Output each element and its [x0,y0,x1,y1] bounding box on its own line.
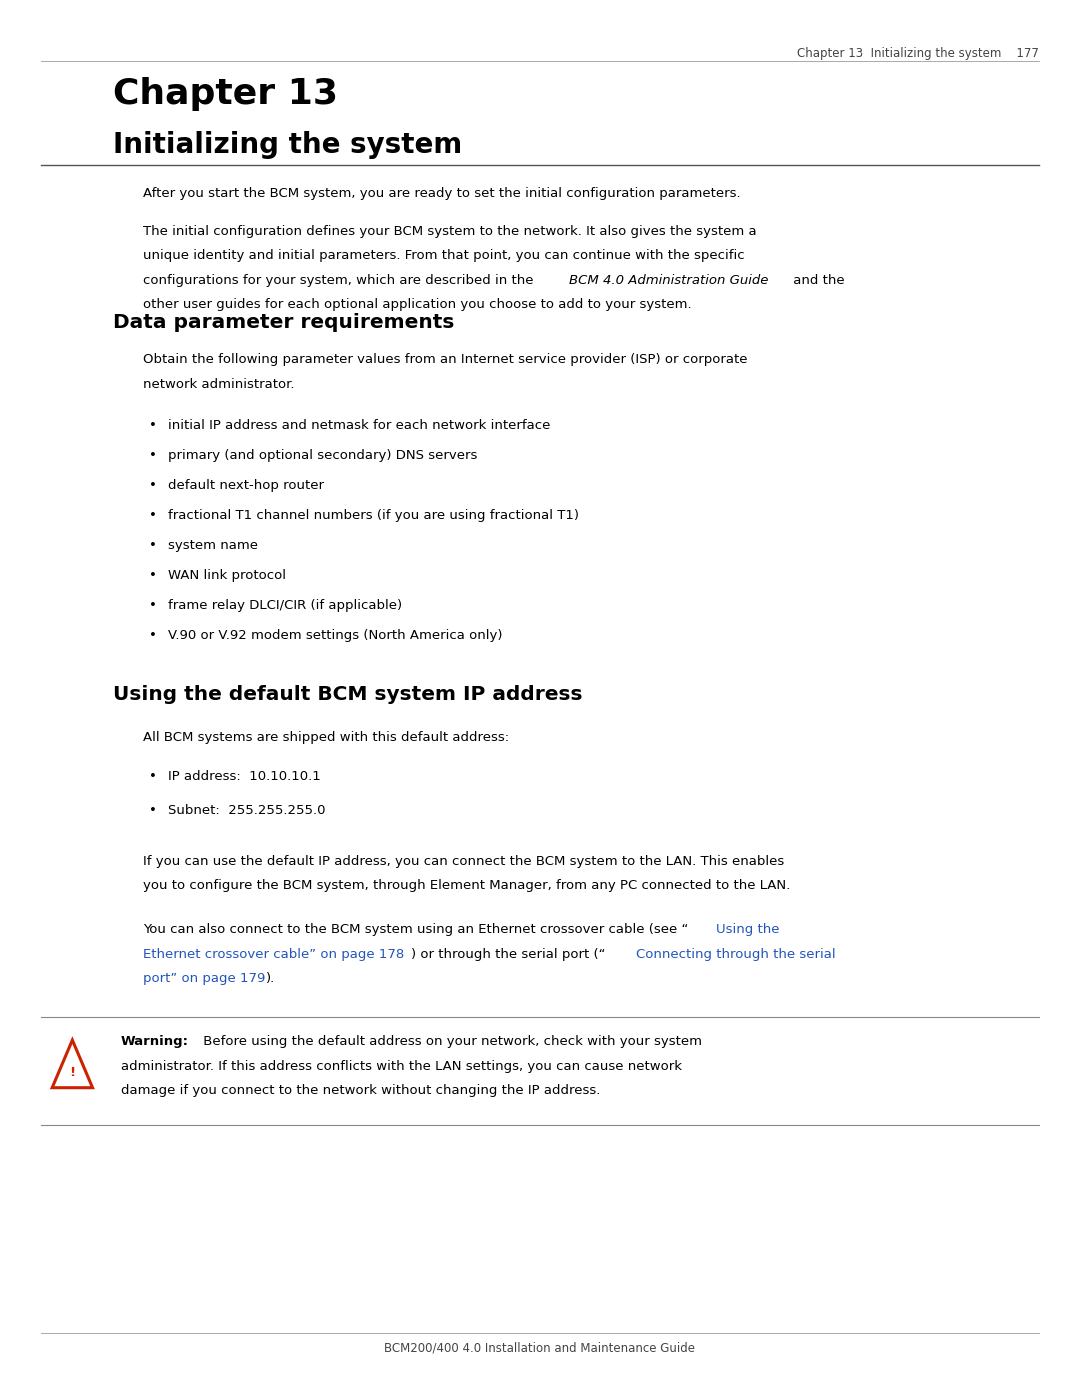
Text: After you start the BCM system, you are ready to set the initial configuration p: After you start the BCM system, you are … [143,187,740,200]
Text: V.90 or V.92 modem settings (North America only): V.90 or V.92 modem settings (North Ameri… [168,629,503,643]
Text: ).: ). [266,972,275,985]
Text: •: • [149,770,157,782]
Text: default next-hop router: default next-hop router [168,479,324,492]
Text: WAN link protocol: WAN link protocol [168,569,286,583]
Text: •: • [149,803,157,817]
Text: •: • [149,569,157,583]
Text: Before using the default address on your network, check with your system: Before using the default address on your… [199,1035,702,1048]
Text: Subnet:  255.255.255.0: Subnet: 255.255.255.0 [168,803,326,817]
Text: Using the default BCM system IP address: Using the default BCM system IP address [113,685,583,704]
Text: •: • [149,629,157,643]
Text: •: • [149,599,157,612]
Polygon shape [52,1039,93,1088]
Text: Data parameter requirements: Data parameter requirements [113,313,455,332]
Text: All BCM systems are shipped with this default address:: All BCM systems are shipped with this de… [143,731,509,743]
Text: other user guides for each optional application you choose to add to your system: other user guides for each optional appl… [143,299,691,312]
Text: BCM 4.0 Administration Guide: BCM 4.0 Administration Guide [569,274,769,286]
Text: Chapter 13: Chapter 13 [113,77,338,110]
Text: Warning:: Warning: [121,1035,189,1048]
Text: primary (and optional secondary) DNS servers: primary (and optional secondary) DNS ser… [168,450,477,462]
Text: !: ! [69,1066,76,1078]
Text: unique identity and initial parameters. From that point, you can continue with t: unique identity and initial parameters. … [143,249,744,263]
Text: Chapter 13  Initializing the system    177: Chapter 13 Initializing the system 177 [797,47,1039,60]
Text: If you can use the default IP address, you can connect the BCM system to the LAN: If you can use the default IP address, y… [143,855,784,868]
Text: and the: and the [789,274,846,286]
Text: fractional T1 channel numbers (if you are using fractional T1): fractional T1 channel numbers (if you ar… [168,509,580,522]
Text: IP address:  10.10.10.1: IP address: 10.10.10.1 [168,770,321,782]
Text: network administrator.: network administrator. [143,377,294,391]
Text: damage if you connect to the network without changing the IP address.: damage if you connect to the network wit… [121,1084,600,1097]
Text: administrator. If this address conflicts with the LAN settings, you can cause ne: administrator. If this address conflicts… [121,1059,681,1073]
Text: Connecting through the serial: Connecting through the serial [636,947,836,961]
Text: Ethernet crossover cable” on page 178: Ethernet crossover cable” on page 178 [143,947,404,961]
Text: •: • [149,419,157,432]
Text: You can also connect to the BCM system using an Ethernet crossover cable (see “: You can also connect to the BCM system u… [143,923,688,936]
Text: Obtain the following parameter values from an Internet service provider (ISP) or: Obtain the following parameter values fr… [143,353,747,366]
Text: frame relay DLCI/CIR (if applicable): frame relay DLCI/CIR (if applicable) [168,599,403,612]
Text: •: • [149,479,157,492]
Text: Using the: Using the [716,923,780,936]
Text: system name: system name [168,539,258,552]
Text: •: • [149,450,157,462]
Text: BCM200/400 4.0 Installation and Maintenance Guide: BCM200/400 4.0 Installation and Maintena… [384,1341,696,1354]
Text: •: • [149,509,157,522]
Text: port” on page 179: port” on page 179 [143,972,265,985]
Text: configurations for your system, which are described in the: configurations for your system, which ar… [143,274,538,286]
Text: ) or through the serial port (“: ) or through the serial port (“ [411,947,606,961]
Text: Initializing the system: Initializing the system [113,131,462,159]
Text: you to configure the BCM system, through Element Manager, from any PC connected : you to configure the BCM system, through… [143,880,789,893]
Text: initial IP address and netmask for each network interface: initial IP address and netmask for each … [168,419,551,432]
Text: •: • [149,539,157,552]
Text: The initial configuration defines your BCM system to the network. It also gives : The initial configuration defines your B… [143,225,756,237]
